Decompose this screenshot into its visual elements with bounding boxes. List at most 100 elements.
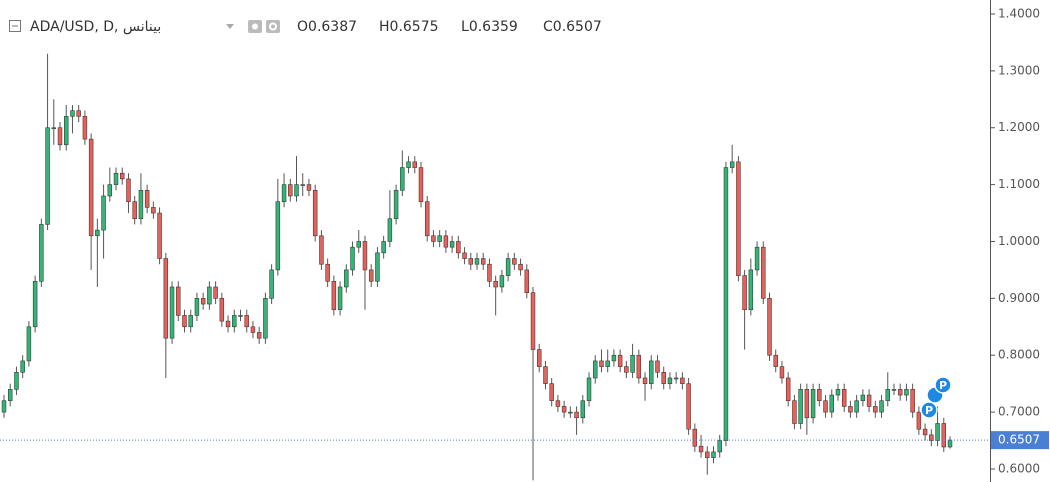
candle-body	[169, 286, 175, 339]
candle-body	[561, 406, 567, 413]
candle-body	[798, 389, 803, 424]
candle-body	[493, 280, 498, 288]
candle-body	[219, 298, 225, 322]
candle-body	[437, 235, 442, 242]
candle-body	[835, 389, 841, 396]
candle-body	[14, 371, 19, 390]
candle-body	[729, 161, 735, 168]
candle-body	[866, 394, 872, 407]
ohlc-values: O0.6387 H0.6575 L0.6359 C0.6507	[297, 19, 602, 35]
candle-body	[487, 263, 492, 282]
candle-body	[854, 400, 859, 413]
candle-body	[424, 201, 430, 237]
candle-body	[848, 406, 853, 413]
candle-body	[238, 315, 243, 317]
candle-body	[113, 172, 119, 185]
candle-body	[244, 315, 249, 328]
candle-body	[605, 360, 610, 367]
candle-body	[412, 161, 417, 168]
candle-body	[232, 315, 237, 328]
candle-body	[773, 354, 778, 367]
candle-body	[761, 246, 766, 299]
candle-body	[76, 110, 81, 117]
candle-body	[418, 167, 424, 202]
candle-body	[549, 383, 554, 402]
candle-body	[306, 184, 312, 191]
candle-body	[649, 360, 654, 384]
candle-body	[263, 298, 268, 339]
candle-body	[400, 167, 405, 191]
ohlc-key: L	[461, 19, 469, 35]
candle-body	[256, 332, 262, 339]
candle-body	[120, 172, 125, 180]
candle-body	[151, 207, 156, 214]
candle-body	[667, 377, 673, 384]
candle-body	[767, 298, 772, 356]
legend-header: ADA/USD, D, بينانس O0.6387 H0.6575 L0.6359…	[9, 19, 602, 35]
candle-body	[810, 389, 816, 419]
candle-body	[929, 434, 934, 441]
candle-body	[57, 127, 63, 146]
candle-body	[661, 371, 666, 384]
candle-body	[568, 411, 573, 414]
candle-body	[350, 246, 355, 271]
candle-body	[611, 354, 617, 362]
candle-body	[841, 389, 847, 407]
candle-body	[574, 411, 579, 419]
candle-body	[630, 354, 635, 373]
candle-body	[288, 184, 293, 197]
y-tick-label: 1.3000	[998, 63, 1040, 77]
candle-body	[406, 161, 411, 168]
candle-body	[188, 315, 193, 328]
candle-body	[524, 269, 530, 293]
candle-body	[543, 366, 548, 384]
candle-body	[20, 360, 25, 373]
candle-body	[642, 377, 648, 384]
candle-body	[250, 326, 256, 333]
y-tick-label: 1.1000	[998, 177, 1040, 191]
candle-body	[176, 286, 181, 316]
candle-body	[599, 360, 604, 367]
candle-body	[275, 201, 281, 271]
candle-body	[804, 389, 810, 419]
candle-body	[505, 258, 511, 276]
candle-body	[462, 252, 467, 259]
candle-body	[935, 423, 940, 441]
candle-body	[200, 298, 206, 305]
candle-body	[593, 360, 598, 379]
candle-body	[443, 235, 449, 248]
event-marker-label: P	[925, 404, 933, 417]
candle-body	[163, 258, 169, 339]
candle-body	[680, 377, 685, 384]
dropdown-arrow[interactable]	[226, 24, 234, 29]
candle-body	[829, 394, 834, 413]
candle-body	[7, 389, 13, 402]
ohlc-value: 0.6507	[553, 19, 602, 35]
candle-body	[754, 246, 760, 271]
candle-body	[518, 263, 523, 271]
candle-body	[300, 184, 305, 186]
candle-body	[904, 389, 909, 396]
candle-body	[480, 258, 486, 265]
candle-body	[107, 184, 113, 197]
candle-body	[817, 389, 822, 402]
candle-body	[655, 360, 660, 373]
candle-body	[337, 286, 343, 311]
event-marker-label: P	[939, 379, 947, 392]
y-tick-label: 0.8000	[998, 348, 1040, 362]
candle-body	[319, 235, 324, 265]
candle-body	[325, 263, 330, 282]
candle-body	[387, 218, 393, 242]
candle-body	[686, 383, 691, 430]
candle-body	[375, 252, 380, 282]
candle-body	[885, 389, 890, 402]
candle-body	[138, 189, 144, 220]
candle-body	[555, 400, 561, 407]
y-tick-label: 1.4000	[998, 6, 1040, 20]
ohlc-value: 0.6387	[308, 19, 357, 35]
candle-body	[32, 280, 38, 328]
symbol-title: ADA/USD, D, بينانس	[30, 19, 161, 35]
candle-body	[368, 269, 374, 282]
settings-button[interactable]	[266, 20, 280, 33]
candle-body	[456, 241, 461, 254]
